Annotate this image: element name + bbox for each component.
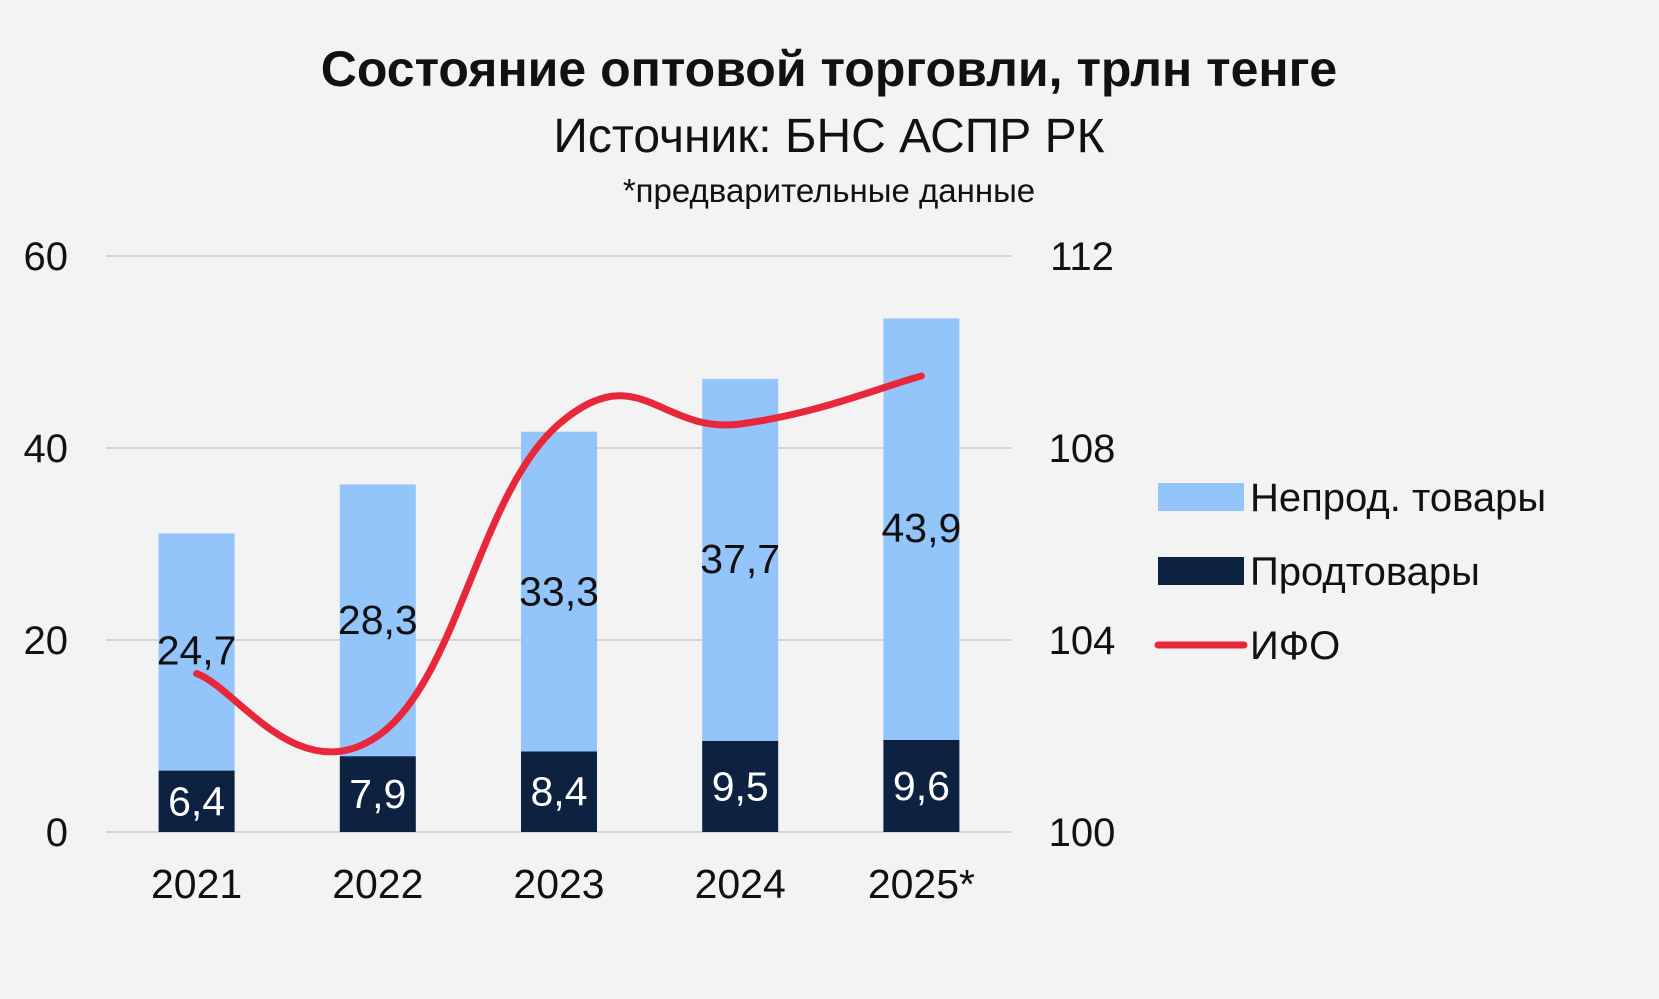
data-label: 8,4: [531, 769, 588, 815]
legend-label: Непрод. товары: [1250, 476, 1546, 520]
y-left-tick-label: 0: [46, 811, 68, 855]
legend-label: Продтовары: [1250, 550, 1480, 594]
legend: Непрод. товары Продтовары ИФО: [1154, 476, 1546, 668]
bar-food: [883, 739, 960, 832]
labels-layer: 6,4 7,9 8,4 9,5 9,6 24,7 28,3 33,3 37,7 43,9: [157, 505, 962, 824]
data-label: 7,9: [349, 771, 406, 817]
y-left-tick-label: 60: [24, 235, 69, 279]
data-label: 6,4: [168, 778, 225, 824]
legend-swatch: [1158, 557, 1244, 585]
y-right-tick-label: 112: [1050, 235, 1114, 279]
data-label: 24,7: [157, 628, 237, 674]
bar-nonfood: [702, 378, 779, 741]
y-left-tick-label: 40: [24, 427, 69, 471]
chart-title: Состояние оптовой торговли, трлн тенге: [321, 41, 1337, 97]
data-label: 28,3: [338, 597, 418, 643]
data-label: 9,5: [712, 763, 769, 809]
data-label: 33,3: [519, 568, 599, 614]
x-tick-label: 2021: [151, 861, 242, 907]
bar-food: [339, 756, 416, 832]
chart-subtitle: Источник: БНС АСПР РК: [553, 110, 1104, 163]
data-label: 37,7: [700, 536, 780, 582]
axes-layer: 0 20 40 60 100 104 108 112 2021 2022 2023 2024 2025*: [24, 235, 1116, 907]
y-right-tick-label: 104: [1049, 619, 1116, 663]
x-tick-label: 2023: [513, 861, 604, 907]
line-layer: [193, 372, 925, 756]
bar-nonfood: [521, 431, 597, 752]
bar-food: [702, 740, 779, 832]
ifo-line: [193, 372, 925, 756]
bar-food: [158, 770, 235, 832]
x-tick-label: 2025*: [868, 861, 975, 907]
bars-layer: [158, 318, 960, 832]
bar-nonfood: [158, 533, 235, 771]
data-label: 9,6: [893, 763, 950, 809]
bar-nonfood: [883, 318, 960, 740]
bar-food: [521, 751, 597, 832]
y-right-tick-label: 108: [1049, 427, 1116, 471]
x-tick-label: 2022: [332, 861, 423, 907]
y-right-tick-label: 100: [1049, 811, 1116, 855]
legend-swatch: [1158, 483, 1244, 511]
x-tick-label: 2024: [695, 861, 786, 907]
chart-note: *предварительные данные: [623, 172, 1035, 209]
legend-label: ИФО: [1250, 624, 1340, 668]
y-left-tick-label: 20: [24, 619, 69, 663]
data-label: 43,9: [881, 505, 961, 551]
